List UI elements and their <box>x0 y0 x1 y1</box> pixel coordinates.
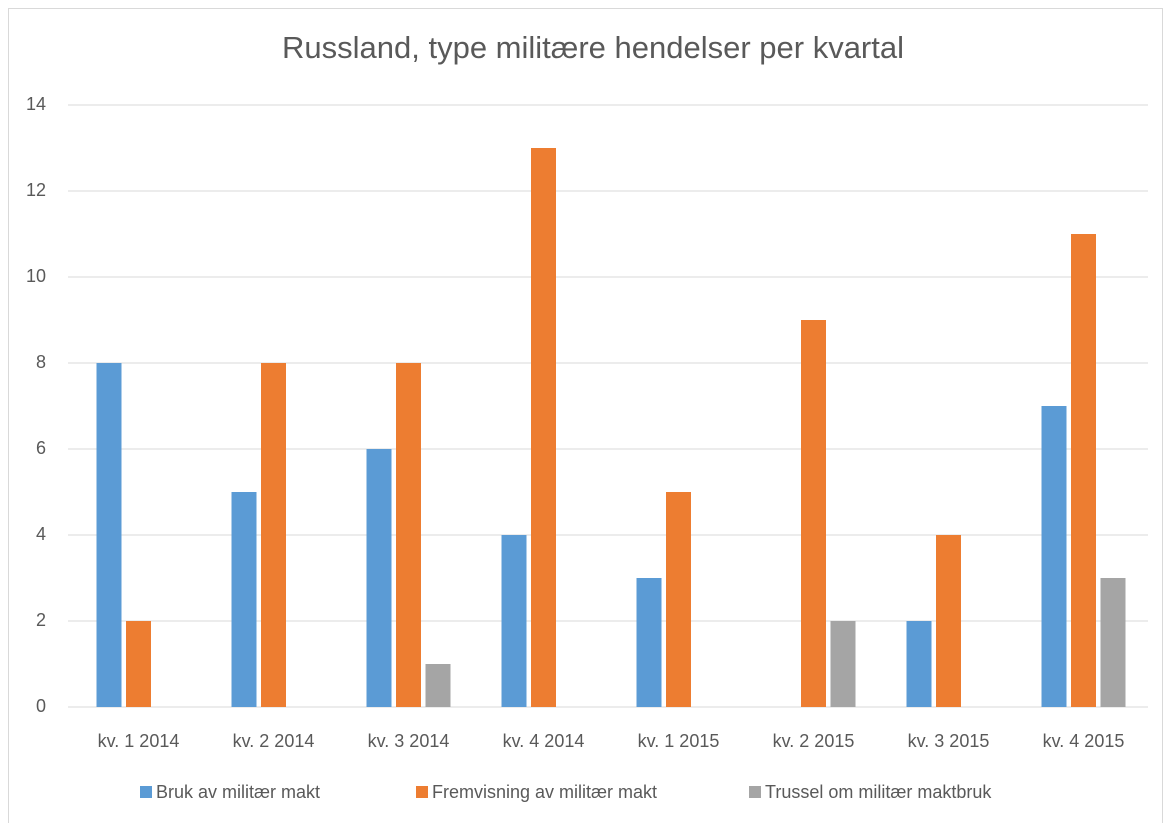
bar <box>1041 406 1067 707</box>
chart-title: Russland, type militære hendelser per kv… <box>282 30 904 65</box>
bar <box>425 664 451 707</box>
x-tick-label: kv. 2 2015 <box>773 731 855 751</box>
bar <box>830 621 856 707</box>
chart-frame <box>8 8 1163 823</box>
legend-label: Bruk av militær makt <box>156 782 320 802</box>
legend-label: Fremvisning av militær makt <box>432 782 657 802</box>
x-tick-label: kv. 4 2015 <box>1043 731 1125 751</box>
y-tick-label: 14 <box>26 94 46 114</box>
bar <box>396 363 421 707</box>
y-tick-label: 2 <box>36 610 46 630</box>
bar <box>231 492 257 707</box>
legend-swatch <box>416 786 428 798</box>
bar <box>1100 578 1126 707</box>
x-tick-label: kv. 3 2015 <box>908 731 990 751</box>
x-tick-label: kv. 4 2014 <box>503 731 585 751</box>
x-tick-label: kv. 2 2014 <box>233 731 315 751</box>
y-tick-label: 12 <box>26 180 46 200</box>
y-tick-label: 0 <box>36 696 46 716</box>
x-tick-label: kv. 1 2014 <box>98 731 180 751</box>
y-tick-label: 8 <box>36 352 46 372</box>
legend-label: Trussel om militær maktbruk <box>765 782 992 802</box>
bar <box>906 621 932 707</box>
x-tick-label: kv. 1 2015 <box>638 731 720 751</box>
bar <box>801 320 826 707</box>
bar <box>666 492 691 707</box>
legend-swatch <box>749 786 761 798</box>
bar <box>1071 234 1096 707</box>
bar <box>261 363 286 707</box>
bar <box>636 578 662 707</box>
legend-swatch <box>140 786 152 798</box>
y-tick-label: 6 <box>36 438 46 458</box>
y-tick-label: 4 <box>36 524 46 544</box>
x-tick-label: kv. 3 2014 <box>368 731 450 751</box>
bar <box>366 449 392 707</box>
bar <box>96 363 122 707</box>
bar <box>531 148 556 707</box>
y-tick-label: 10 <box>26 266 46 286</box>
bar <box>936 535 961 707</box>
bar <box>501 535 527 707</box>
bar <box>126 621 151 707</box>
